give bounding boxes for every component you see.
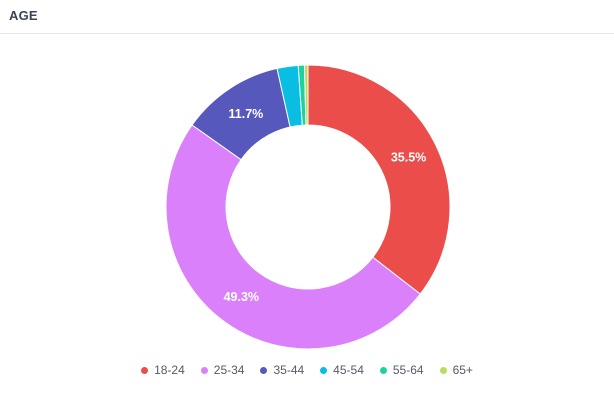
legend-label: 55-64 [392, 363, 424, 377]
donut-labels: 35.5% 49.3% 11.7% [224, 107, 427, 304]
legend-dot-icon [141, 366, 149, 374]
legend-label: 18-24 [154, 363, 185, 377]
card-title: AGE [9, 8, 38, 23]
age-donut-chart: 35.5% 49.3% 11.7% [165, 64, 451, 350]
legend-label: 25-34 [213, 363, 245, 377]
legend-label: 45-54 [333, 363, 364, 377]
legend-item-18-24[interactable]: 18-24 [141, 363, 185, 377]
donut-slices [165, 64, 451, 350]
data-label-25-34: 49.3% [224, 290, 259, 304]
legend-item-25-34[interactable]: 25-34 [200, 363, 245, 377]
legend-item-35-44[interactable]: 35-44 [260, 363, 304, 377]
card-header: AGE [0, 0, 614, 34]
donut-slice-18-24[interactable] [307, 64, 451, 295]
legend-dot-icon [260, 366, 268, 374]
chart-legend: 18-24 25-34 35-44 45-54 55-64 65+ [0, 363, 614, 377]
legend-dot-icon [379, 366, 387, 374]
legend-dot-icon [439, 366, 447, 374]
legend-dot-icon [320, 366, 328, 374]
donut-slice-25-34[interactable] [165, 124, 421, 350]
data-label-35-44: 11.7% [229, 107, 264, 121]
donut-slice-65+[interactable] [303, 64, 309, 126]
legend-item-65+[interactable]: 65+ [439, 363, 473, 377]
legend-item-55-64[interactable]: 55-64 [379, 363, 424, 377]
data-label-18-24: 35.5% [391, 151, 426, 165]
legend-dot-icon [200, 366, 208, 374]
legend-label: 35-44 [273, 363, 305, 377]
legend-label: 65+ [452, 363, 473, 377]
legend-item-45-54[interactable]: 45-54 [320, 363, 364, 377]
